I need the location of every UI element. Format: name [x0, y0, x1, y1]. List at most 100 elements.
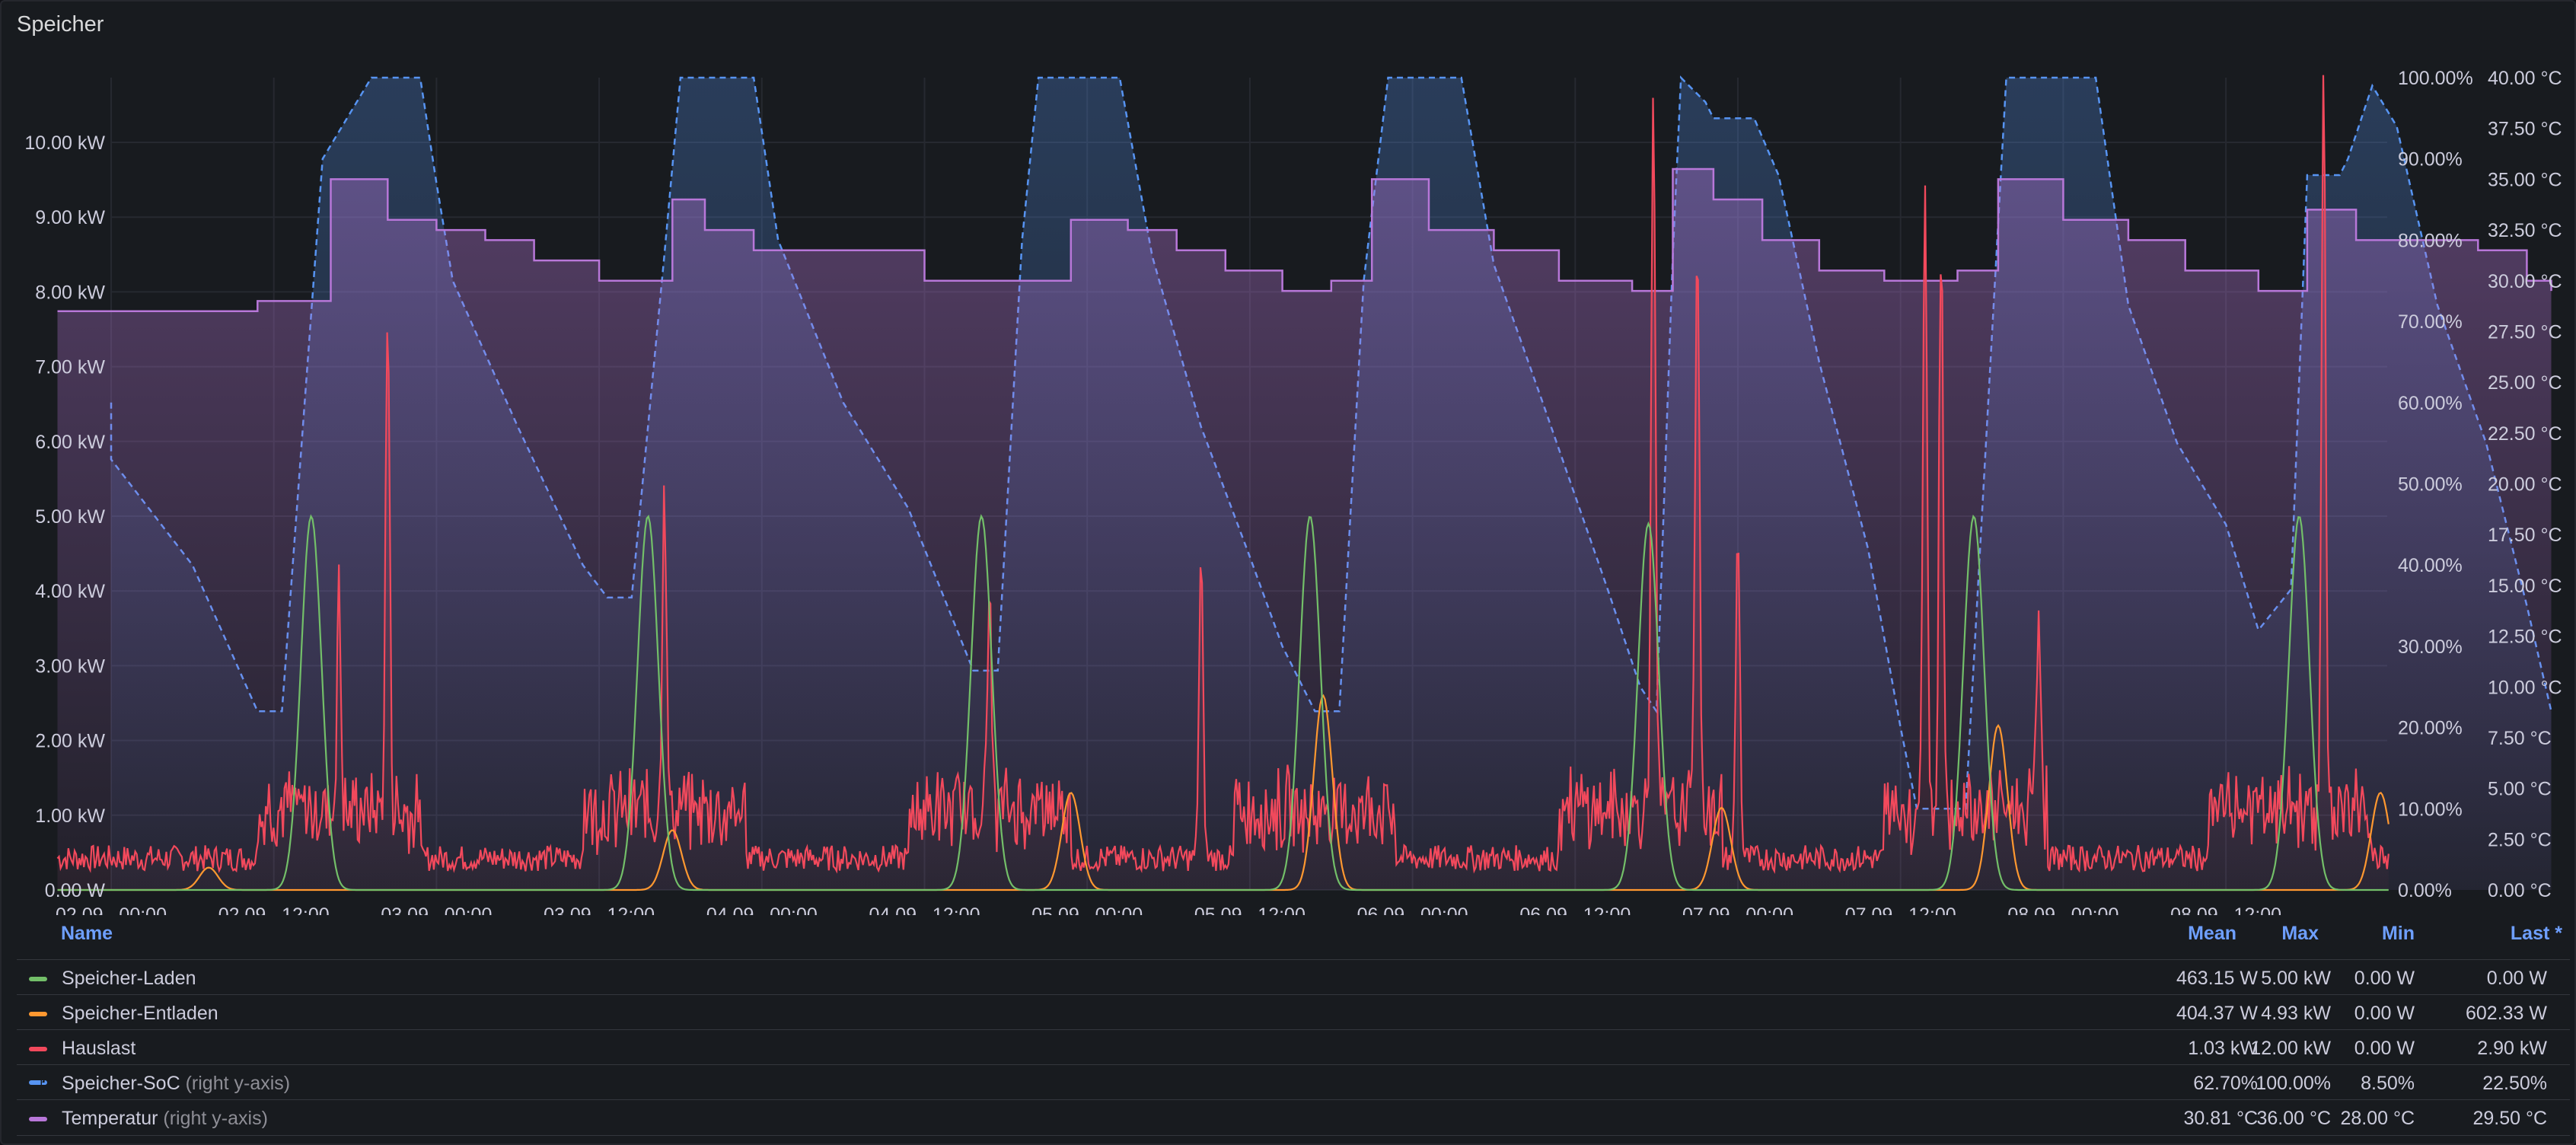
y-right-temp-tick-label: 37.50 °C — [2488, 119, 2562, 140]
x-tick-label: 08.09.. 12:00 — [2170, 904, 2281, 915]
x-tick-label: 03.09.. 12:00 — [544, 904, 655, 915]
y-right-soc-tick-label: 60.00% — [2398, 393, 2463, 414]
y-right-temp-tick-label: 10.00 °C — [2488, 677, 2562, 698]
legend-header-name[interactable]: Name — [61, 923, 113, 944]
y-right-soc-tick-label: 90.00% — [2398, 149, 2463, 171]
x-tick-label: 05.09.. 12:00 — [1194, 904, 1306, 915]
series-color-swatch — [29, 1080, 47, 1085]
legend-header-min[interactable]: Min — [2381, 923, 2415, 944]
y-right-soc-tick-label: 50.00% — [2398, 474, 2463, 496]
legend-min: 0.00 W — [2354, 1003, 2415, 1024]
legend-last: 22.50% — [2482, 1073, 2547, 1094]
series-color-swatch — [29, 1012, 47, 1016]
y-right-soc-tick-label: 100.00% — [2398, 68, 2473, 89]
y-right-soc-tick-label: 40.00% — [2398, 555, 2463, 576]
y-right-temp-tick-label: 35.00 °C — [2488, 169, 2562, 190]
y-right-soc-tick-label: 10.00% — [2398, 799, 2463, 820]
series-color-swatch — [29, 977, 47, 981]
timeseries-chart[interactable]: 0.00 W 1.00 kW 2.00 kW 3.00 kW 4.00 kW 5.00 k… — [2, 2, 2576, 915]
legend-header-mean[interactable]: Mean — [2188, 923, 2236, 944]
y-right-temp-tick-label: 30.00 °C — [2488, 271, 2562, 292]
y-left-tick-label: 7.00 kW — [35, 357, 105, 378]
y-left-tick-label: 4.00 kW — [35, 581, 105, 602]
x-tick-label: 08.09.. 00:00 — [2007, 904, 2119, 915]
legend-series-name: Hauslast — [62, 1038, 136, 1059]
y-left-tick-label: 0.00 W — [45, 880, 106, 901]
y-right-temp-tick-label: 7.50 °C — [2488, 728, 2552, 749]
y-right-temp-tick-label: 20.00 °C — [2488, 474, 2562, 496]
legend-axis-note: (right y-axis) — [185, 1073, 291, 1094]
panel-title[interactable]: Speicher — [17, 12, 104, 37]
y-right-soc-tick-label: 70.00% — [2398, 311, 2463, 333]
legend-series-name: Speicher-Laden — [62, 968, 196, 989]
legend-last: 2.90 kW — [2477, 1038, 2547, 1059]
x-tick-label: 07.09.. 12:00 — [1845, 904, 1956, 915]
legend-header-last[interactable]: Last * — [2510, 923, 2562, 944]
x-tick-label: 07.09.. 00:00 — [1682, 904, 1793, 915]
y-left-tick-label: 10.00 kW — [24, 132, 105, 154]
legend-mean: 62.70% — [2193, 1073, 2258, 1094]
legend-header-max[interactable]: Max — [2281, 923, 2319, 944]
y-right-temp-tick-label: 15.00 °C — [2488, 576, 2562, 597]
legend-max: 5.00 kW — [2261, 968, 2331, 989]
y-left-tick-label: 2.00 kW — [35, 731, 105, 752]
legend-last: 0.00 W — [2486, 968, 2547, 989]
legend-row-speicher-soc[interactable]: Speicher-SoC (right y-axis) 62.70% 100.0… — [17, 1064, 2570, 1100]
legend-mean: 404.37 W — [2176, 1003, 2258, 1024]
legend-row-hauslast[interactable]: Hauslast 1.03 kW 12.00 kW 0.00 W 2.90 kW — [17, 1029, 2570, 1065]
y-right-soc-tick-label: 30.00% — [2398, 636, 2463, 658]
series-layer — [56, 75, 2552, 891]
x-tick-label: 04.09.. 00:00 — [706, 904, 818, 915]
legend-last: 602.33 W — [2465, 1003, 2547, 1024]
x-tick-label: 02.09.. 12:00 — [218, 904, 330, 915]
legend-max: 100.00% — [2256, 1073, 2331, 1094]
legend-max: 4.93 kW — [2261, 1003, 2331, 1024]
legend-min: 0.00 W — [2354, 1038, 2415, 1059]
y-right-temp-tick-label: 27.50 °C — [2488, 321, 2562, 343]
x-tick-label: 03.09.. 00:00 — [381, 904, 492, 915]
y-right-soc-tick-label: 0.00% — [2398, 880, 2452, 901]
y-right-temp-tick-label: 12.50 °C — [2488, 627, 2562, 648]
y-right-temp-tick-label: 17.50 °C — [2488, 525, 2562, 546]
legend-mean: 463.15 W — [2176, 968, 2258, 989]
legend-row-speicher-laden[interactable]: Speicher-Laden 463.15 W 5.00 kW 0.00 W 0… — [17, 959, 2570, 995]
temperature-area — [57, 169, 2552, 890]
y-left-tick-label: 6.00 kW — [35, 432, 105, 453]
legend-min: 0.00 W — [2354, 968, 2415, 989]
y-right-soc-tick-label: 80.00% — [2398, 230, 2463, 251]
hauslast-line — [56, 75, 2389, 875]
y-right-temp-tick-label: 40.00 °C — [2488, 68, 2562, 89]
legend-max: 36.00 °C — [2256, 1108, 2331, 1129]
x-tick-label: 06.09.. 00:00 — [1357, 904, 1468, 915]
legend-min: 28.00 °C — [2340, 1108, 2415, 1129]
legend-mean: 30.81 °C — [2183, 1108, 2258, 1129]
y-right-temp-tick-label: 2.50 °C — [2488, 829, 2552, 850]
y-left-tick-label: 1.00 kW — [35, 805, 105, 827]
legend-series-name: Speicher-SoC (right y-axis) — [62, 1073, 291, 1094]
y-left-tick-label: 8.00 kW — [35, 282, 105, 303]
legend-row-speicher-entladen[interactable]: Speicher-Entladen 404.37 W 4.93 kW 0.00 … — [17, 994, 2570, 1030]
x-tick-label: 05.09.. 00:00 — [1031, 904, 1143, 915]
legend-min: 8.50% — [2361, 1073, 2415, 1094]
y-right-temp-tick-label: 5.00 °C — [2488, 779, 2552, 800]
series-color-swatch — [29, 1047, 47, 1051]
speicher-laden-line — [57, 514, 2389, 891]
y-left-tick-label: 5.00 kW — [35, 506, 105, 528]
y-left-tick-label: 9.00 kW — [35, 207, 105, 228]
x-tick-label: 04.09.. 12:00 — [869, 904, 980, 915]
y-right-temp-tick-label: 22.50 °C — [2488, 423, 2562, 445]
axes: 0.00 W 1.00 kW 2.00 kW 3.00 kW 4.00 kW 5.00 k… — [24, 68, 2562, 915]
y-right-temp-tick-label: 0.00 °C — [2488, 880, 2552, 901]
y-right-temp-tick-label: 32.50 °C — [2488, 220, 2562, 241]
legend-axis-note: (right y-axis) — [163, 1108, 268, 1129]
legend-max: 12.00 kW — [2250, 1038, 2331, 1059]
legend-mean: 1.03 kW — [2188, 1038, 2258, 1059]
legend-row-temperatur[interactable]: Temperatur (right y-axis) 30.81 °C 36.00… — [17, 1099, 2570, 1136]
y-left-tick-label: 3.00 kW — [35, 655, 105, 677]
y-right-soc-tick-label: 20.00% — [2398, 718, 2463, 739]
x-tick-label: 06.09.. 12:00 — [1519, 904, 1631, 915]
legend-series-name: Temperatur (right y-axis) — [62, 1108, 268, 1129]
temperature-line — [57, 167, 2552, 313]
series-color-swatch — [29, 1117, 47, 1121]
